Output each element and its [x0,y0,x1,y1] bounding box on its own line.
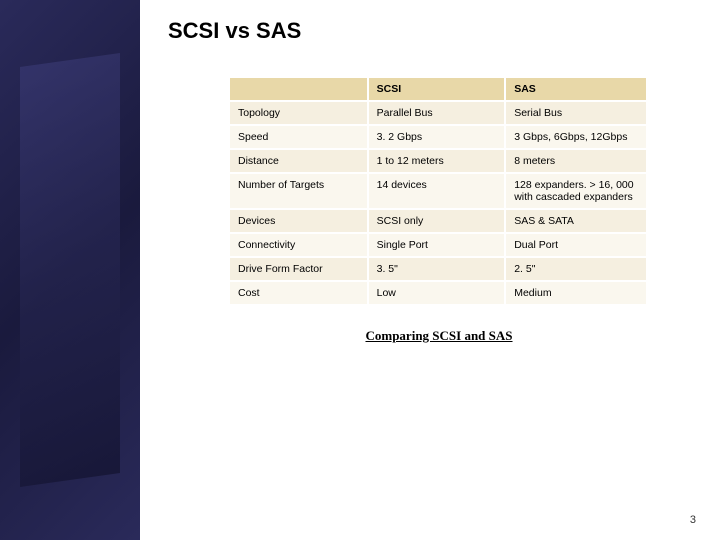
table-cell: Low [368,281,506,305]
table-cell: Topology [230,101,368,125]
table-cell: 14 devices [368,173,506,209]
slide-title: SCSI vs SAS [168,18,692,44]
table-cell: Drive Form Factor [230,257,368,281]
comparison-table: SCSI SAS Topology Parallel Bus Serial Bu… [230,78,648,306]
slide-content: SCSI vs SAS SCSI SAS Topology Parallel B… [140,0,720,540]
table-cell: 2. 5" [505,257,647,281]
table-cell: Connectivity [230,233,368,257]
table-row: Number of Targets 14 devices 128 expande… [230,173,647,209]
table-cell: Dual Port [505,233,647,257]
comparison-table-wrap: SCSI SAS Topology Parallel Bus Serial Bu… [230,78,648,344]
table-row: Distance 1 to 12 meters 8 meters [230,149,647,173]
table-row: Devices SCSI only SAS & SATA [230,209,647,233]
table-cell: 1 to 12 meters [368,149,506,173]
table-header-cell: SCSI [368,78,506,101]
table-row: Topology Parallel Bus Serial Bus [230,101,647,125]
table-cell: Number of Targets [230,173,368,209]
table-header-cell: SAS [505,78,647,101]
table-cell: Serial Bus [505,101,647,125]
table-cell: Single Port [368,233,506,257]
table-cell: Distance [230,149,368,173]
table-caption: Comparing SCSI and SAS [230,328,648,344]
table-cell: 3. 5" [368,257,506,281]
table-row: Connectivity Single Port Dual Port [230,233,647,257]
table-cell: 8 meters [505,149,647,173]
table-row: Speed 3. 2 Gbps 3 Gbps, 6Gbps, 12Gbps [230,125,647,149]
table-cell: SCSI only [368,209,506,233]
table-header-cell [230,78,368,101]
table-row: Cost Low Medium [230,281,647,305]
table-cell: Devices [230,209,368,233]
table-cell: Medium [505,281,647,305]
table-cell: 128 expanders. > 16, 000 with cascaded e… [505,173,647,209]
decorative-left-panel [0,0,140,540]
table-header-row: SCSI SAS [230,78,647,101]
page-number: 3 [690,514,696,526]
table-cell: 3. 2 Gbps [368,125,506,149]
table-cell: Parallel Bus [368,101,506,125]
table-cell: Cost [230,281,368,305]
table-cell: Speed [230,125,368,149]
table-body: Topology Parallel Bus Serial Bus Speed 3… [230,101,647,305]
table-cell: SAS & SATA [505,209,647,233]
table-row: Drive Form Factor 3. 5" 2. 5" [230,257,647,281]
table-cell: 3 Gbps, 6Gbps, 12Gbps [505,125,647,149]
